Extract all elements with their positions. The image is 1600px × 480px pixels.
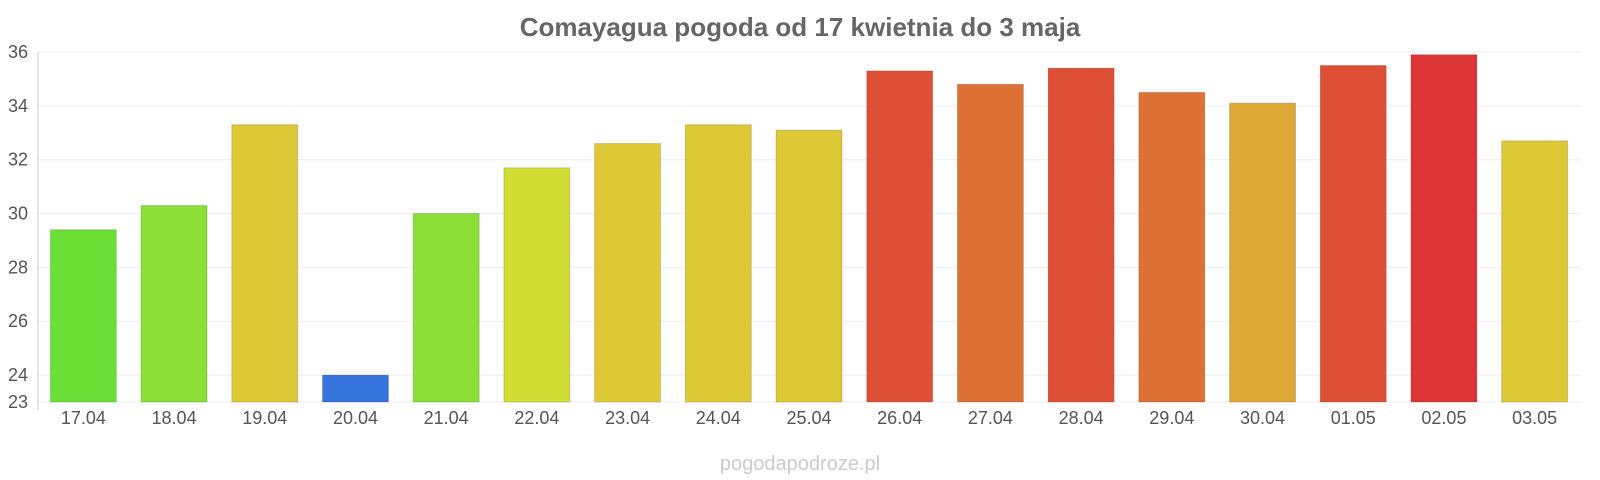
x-axis-ticks: 17.04 18.04 19.04 20.04 21.04 22.04 23.04 24.04…	[61, 408, 1557, 428]
bar-18.04	[140, 204, 208, 403]
bar-26.04	[866, 70, 934, 403]
bar-24.04	[684, 124, 752, 403]
x-tick-label: 30.04	[1240, 408, 1285, 428]
x-tick-label: 26.04	[877, 408, 922, 428]
y-tick-label: 36	[8, 42, 28, 62]
x-tick-label: 01.05	[1331, 408, 1376, 428]
bar-19.04	[231, 124, 299, 403]
x-tick-label: 28.04	[1059, 408, 1104, 428]
y-tick-label: 28	[8, 257, 28, 277]
bar-03.05	[1501, 140, 1569, 403]
y-axis-ticks: 23 24 26 28 30 32 34 36	[8, 42, 28, 412]
x-tick-label: 18.04	[152, 408, 197, 428]
x-tick-label: 27.04	[968, 408, 1013, 428]
bar-28.04	[1047, 67, 1115, 403]
x-tick-label: 23.04	[605, 408, 650, 428]
bar-25.04	[775, 129, 843, 403]
bar-23.04	[594, 143, 662, 403]
bar-01.05	[1319, 64, 1387, 403]
y-tick-label: 34	[8, 96, 28, 116]
y-tick-label: 32	[8, 150, 28, 170]
bar-02.05	[1410, 54, 1478, 403]
x-tick-label: 29.04	[1149, 408, 1194, 428]
chart-title: Comayagua pogoda od 17 kwietnia do 3 maj…	[520, 12, 1081, 42]
y-tick-label: 23	[8, 392, 28, 412]
x-tick-label: 19.04	[242, 408, 287, 428]
bar-29.04	[1138, 91, 1206, 403]
x-tick-label: 17.04	[61, 408, 106, 428]
bar-30.04	[1229, 102, 1297, 403]
bar-27.04	[956, 83, 1024, 403]
bar-17.04	[49, 229, 117, 403]
bar-22.04	[503, 167, 571, 403]
y-tick-label: 24	[8, 365, 28, 385]
bar-20.04	[321, 374, 389, 403]
x-tick-label: 25.04	[786, 408, 831, 428]
x-tick-label: 24.04	[696, 408, 741, 428]
bar-21.04	[412, 213, 480, 403]
y-tick-label: 30	[8, 204, 28, 224]
y-tick-label: 26	[8, 311, 28, 331]
x-tick-label: 20.04	[333, 408, 378, 428]
bars	[49, 54, 1569, 403]
watermark: pogodapodroze.pl	[720, 453, 880, 475]
x-tick-label: 02.05	[1421, 408, 1466, 428]
x-tick-label: 21.04	[424, 408, 469, 428]
x-tick-label: 03.05	[1512, 408, 1557, 428]
x-tick-label: 22.04	[514, 408, 559, 428]
